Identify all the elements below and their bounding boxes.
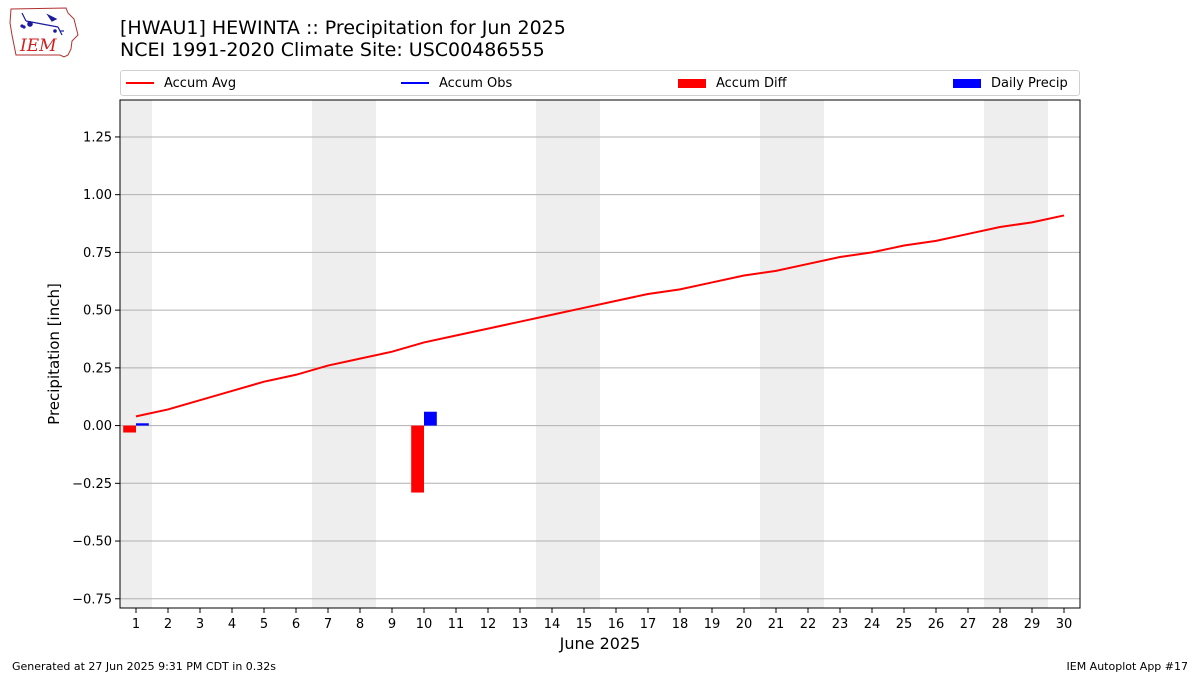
x-axis-label: June 2025	[559, 634, 641, 653]
y-tick-label: 0.50	[83, 304, 112, 319]
chart-legend: Accum Avg Accum Obs Accum Diff Daily Pre…	[120, 70, 1080, 96]
x-tick-label: 23	[832, 617, 849, 632]
x-tick-label: 17	[640, 617, 657, 632]
y-tick-label: −0.25	[72, 477, 112, 492]
daily-precip-bar	[424, 411, 437, 426]
legend-swatch-accum-avg	[126, 82, 154, 84]
weekend-band	[984, 100, 1016, 608]
x-tick-label: 30	[1056, 617, 1073, 632]
legend-item-accum-diff: Accum Diff	[678, 74, 787, 92]
generated-timestamp: Generated at 27 Jun 2025 9:31 PM CDT in …	[12, 660, 277, 673]
y-axis-label: Precipitation [inch]	[45, 283, 63, 425]
legend-swatch-daily-precip	[953, 78, 981, 88]
x-tick-label: 1	[132, 617, 140, 632]
x-tick-label: 7	[324, 617, 332, 632]
weekend-band	[344, 100, 376, 608]
legend-label-daily-precip: Daily Precip	[991, 75, 1068, 91]
accum-diff-bar	[123, 425, 136, 433]
y-tick-label: 1.25	[83, 130, 112, 145]
daily-precip-bar	[136, 423, 149, 426]
y-tick-label: −0.75	[72, 592, 112, 607]
x-tick-label: 8	[356, 617, 364, 632]
x-tick-label: 29	[1024, 617, 1041, 632]
x-tick-label: 15	[576, 617, 593, 632]
weekend-band	[1016, 100, 1048, 608]
weekend-band	[792, 100, 824, 608]
y-tick-label: 1.00	[83, 188, 112, 203]
x-tick-label: 24	[864, 617, 881, 632]
x-tick-label: 11	[448, 617, 465, 632]
y-tick-label: 0.00	[83, 419, 112, 434]
iem-logo: IEM	[8, 5, 80, 59]
x-tick-label: 20	[736, 617, 753, 632]
x-tick-label: 12	[480, 617, 497, 632]
x-tick-label: 18	[672, 617, 689, 632]
legend-item-accum-obs: Accum Obs	[401, 74, 512, 92]
x-tick-label: 13	[512, 617, 529, 632]
x-tick-label: 5	[260, 617, 268, 632]
x-tick-label: 3	[196, 617, 204, 632]
logo-text: IEM	[19, 36, 57, 56]
legend-item-daily-precip: Daily Precip	[953, 74, 1068, 92]
legend-swatch-accum-obs	[401, 82, 429, 84]
legend-swatch-accum-diff	[678, 78, 706, 88]
y-tick-label: 0.75	[83, 246, 112, 261]
legend-label-accum-avg: Accum Avg	[164, 75, 237, 91]
x-tick-label: 16	[608, 617, 625, 632]
y-tick-label: −0.50	[72, 535, 112, 550]
x-tick-label: 26	[928, 617, 945, 632]
legend-label-accum-diff: Accum Diff	[716, 75, 787, 91]
x-tick-label: 9	[388, 617, 396, 632]
legend-label-accum-obs: Accum Obs	[439, 75, 513, 91]
plot-frame	[119, 99, 1081, 609]
y-tick-label: 0.25	[83, 361, 112, 376]
accum-diff-bar	[411, 425, 424, 493]
weekend-band	[120, 100, 152, 608]
x-tick-label: 19	[704, 617, 721, 632]
x-tick-label: 27	[960, 617, 977, 632]
weekend-band	[760, 100, 792, 608]
chart-title: [HWAU1] HEWINTA :: Precipitation for Jun…	[120, 17, 566, 39]
x-tick-label: 28	[992, 617, 1009, 632]
x-tick-label: 22	[800, 617, 817, 632]
chart-subtitle: NCEI 1991-2020 Climate Site: USC00486555	[120, 39, 545, 61]
legend-item-accum-avg: Accum Avg	[126, 74, 236, 92]
accum-avg-line	[135, 214, 1065, 418]
x-tick-label: 25	[896, 617, 913, 632]
weekend-band	[536, 100, 568, 608]
x-tick-label: 2	[164, 617, 172, 632]
weekend-band	[312, 100, 344, 608]
x-tick-label: 6	[292, 617, 300, 632]
x-tick-label: 14	[544, 617, 561, 632]
x-tick-label: 10	[416, 617, 433, 632]
x-tick-label: 4	[228, 617, 236, 632]
x-tick-label: 21	[768, 617, 785, 632]
weekend-band	[568, 100, 600, 608]
app-label: IEM Autoplot App #17	[1066, 660, 1189, 673]
